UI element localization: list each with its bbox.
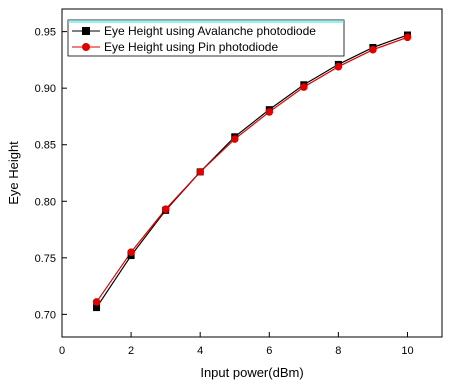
- legend-item-avalanche: Eye Height using Avalanche photodiode: [72, 24, 316, 38]
- legend-highlight: [68, 20, 344, 23]
- legend-box: [67, 19, 345, 57]
- data-point-circle: [265, 108, 274, 116]
- y-tick-label: 0.85: [35, 140, 56, 152]
- y-tick-label: 0.90: [35, 83, 56, 95]
- axis-ticks: 0 2 4 6 8 10 0.70 0.75 0.80 0.85 0.90 0.95: [35, 27, 414, 357]
- x-axis-title: Input power(dBm): [200, 365, 303, 380]
- series-markers: [92, 31, 412, 312]
- data-point-circle: [300, 83, 308, 91]
- series-line-0: [96, 34, 408, 308]
- data-point-circle: [334, 62, 343, 71]
- series-line-1: [96, 36, 408, 303]
- x-tick-label: 8: [335, 345, 341, 357]
- y-axis-title: Eye Height: [6, 141, 21, 205]
- y-tick-label: 0.70: [35, 309, 56, 321]
- legend-label-avalanche: Eye Height using Avalanche photodiode: [104, 24, 316, 38]
- legend: Eye Height using Avalanche photodiode Ey…: [67, 19, 345, 57]
- data-point-circle: [196, 168, 204, 176]
- data-point-circle: [161, 205, 170, 213]
- x-tick-label: 0: [59, 345, 65, 357]
- data-point-circle: [403, 33, 412, 42]
- data-point-square: [93, 304, 101, 312]
- legend-item-pin: Eye Height using Pin photodiode: [72, 40, 278, 54]
- y-tick-label: 0.75: [35, 253, 56, 265]
- x-tick-label: 4: [197, 345, 203, 357]
- y-tick-label: 0.80: [35, 196, 56, 208]
- data-point-circle: [230, 135, 239, 143]
- data-point-circle: [369, 45, 377, 54]
- x-tick-label: 2: [128, 345, 134, 357]
- data-point-circle: [92, 298, 101, 306]
- legend-label-pin: Eye Height using Pin photodiode: [104, 40, 278, 54]
- plot-frame: [61, 8, 443, 338]
- data-point-circle: [127, 248, 135, 256]
- legend-marker-circle: [82, 43, 90, 51]
- x-tick-label: 10: [401, 345, 413, 357]
- legend-marker-square: [82, 27, 90, 35]
- y-tick-label: 0.95: [35, 27, 56, 39]
- series-lines: [96, 34, 408, 308]
- x-tick-label: 6: [266, 345, 272, 357]
